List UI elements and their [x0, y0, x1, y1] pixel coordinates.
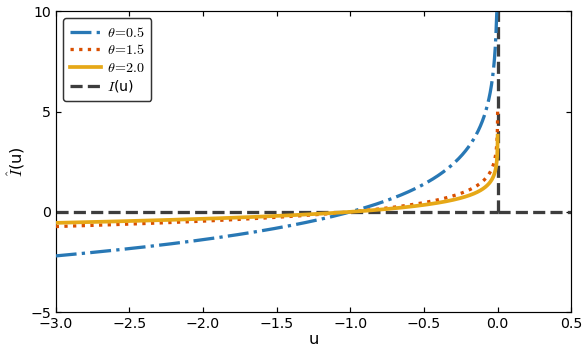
- Y-axis label: $\hat{I}$(u): $\hat{I}$(u): [6, 146, 28, 177]
- X-axis label: u: u: [308, 332, 319, 347]
- Legend: $\theta\!=\!0.5$, $\theta\!=\!1.5$, $\theta\!=\!2.0$, $I$(u): $\theta\!=\!0.5$, $\theta\!=\!1.5$, $\th…: [63, 18, 151, 101]
